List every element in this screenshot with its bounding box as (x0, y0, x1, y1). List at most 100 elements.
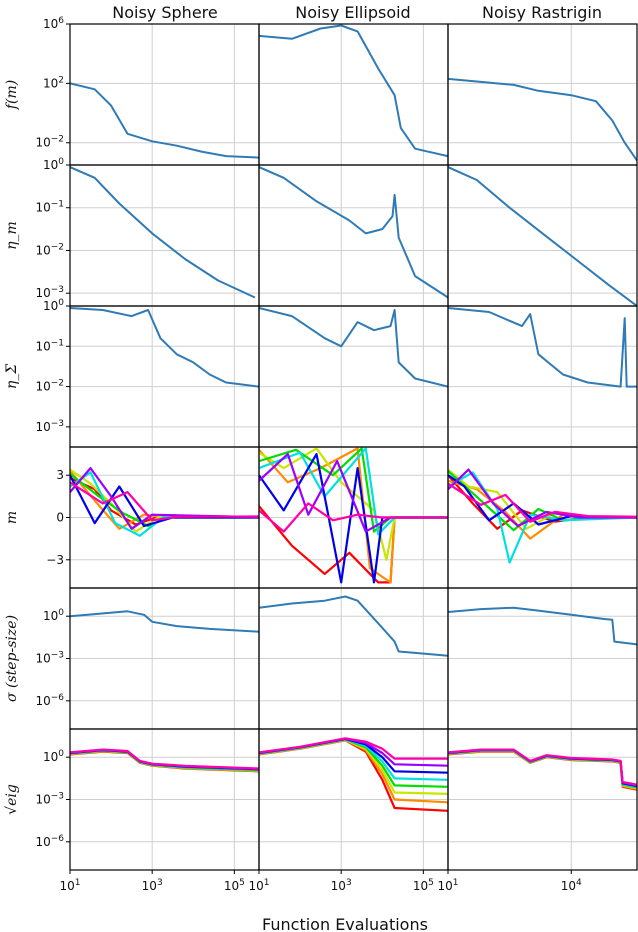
panel-grid: f(m)10−2102106η_m10−310−210−1100η_Σ10−31… (4, 16, 638, 893)
panel-frame (258, 23, 449, 166)
series-line-7 (70, 748, 259, 770)
series-line-0 (448, 77, 637, 162)
panel-frame (447, 23, 638, 166)
panel-eta_s-0: 10−3 10−2 10−1 100 (35, 298, 260, 448)
row-label-sigma: σ (step-size) (4, 615, 20, 702)
y-tick-label: 100 (43, 298, 64, 313)
panel-eig-1: 101 103 105 (248, 728, 449, 893)
panel-frame (69, 164, 260, 307)
y-tick-label: 10−3 (35, 285, 64, 300)
y-tick-label: 3 (56, 468, 64, 482)
series-line-0 (70, 610, 259, 633)
series-line-2 (259, 447, 448, 561)
row-label-eig: √eig (4, 784, 20, 815)
series-group (259, 447, 448, 584)
row-label-eta_m: η_m (4, 221, 20, 250)
panel-eig-2: 101 104 (437, 728, 638, 893)
y-tick-label: 10−6 (35, 693, 64, 708)
row-eta_s: η_Σ 10−3 10−2 10−1 100 (4, 298, 638, 448)
series-line-7 (70, 481, 259, 522)
y-tick-label: 100 (43, 608, 64, 623)
y-tick-label: 10−1 (35, 200, 64, 215)
panel-frame (258, 164, 449, 307)
row-label-m: m (4, 511, 20, 524)
series-group (448, 468, 637, 564)
series-group (259, 595, 448, 657)
panel-eta_s-1 (258, 305, 449, 448)
panel-frame (447, 305, 638, 448)
x-tick-label: 105 (224, 878, 245, 893)
panel-m-0: −3 0 3 (46, 446, 260, 589)
y-tick-label: 102 (43, 75, 64, 90)
x-tick-label: 103 (142, 878, 163, 893)
y-tick-label: 10−3 (35, 651, 64, 666)
series-group (70, 82, 259, 159)
panel-sigma-0: 10−6 10−3 100 (35, 587, 260, 730)
y-tick-label: 106 (43, 16, 64, 31)
series-line-0 (259, 24, 448, 158)
y-tick-label: 100 (43, 749, 64, 764)
series-group (70, 166, 256, 299)
series-group (70, 307, 259, 388)
series-line-0 (259, 595, 448, 657)
series-line-0 (70, 82, 259, 159)
series-line-0 (448, 166, 637, 306)
row-sigma: σ (step-size) 10−6 10−3 100 (4, 587, 638, 730)
column-titles: Noisy Sphere Noisy Ellipsoid Noisy Rastr… (112, 3, 602, 22)
series-line-4 (448, 471, 637, 564)
series-line-7 (259, 502, 448, 533)
series-line-7 (448, 482, 637, 523)
y-tick-label: 10−2 (35, 135, 64, 150)
series-group (259, 24, 448, 158)
panel-eta_m-2 (447, 164, 638, 307)
series-group (448, 606, 637, 646)
y-tick-label: 10−3 (35, 792, 64, 807)
y-tick-label: 10−2 (35, 242, 64, 257)
column-title-ellipsoid: Noisy Ellipsoid (295, 3, 410, 22)
panel-sigma-2 (447, 587, 638, 730)
x-tick-label: 104 (561, 878, 582, 893)
series-line-7 (448, 748, 637, 786)
y-tick-label: 10−1 (35, 338, 64, 353)
panel-eig-0: 10−6 10−3 100 101 103 105 (35, 728, 260, 893)
panel-frame (69, 305, 260, 448)
x-tick-label: 101 (437, 878, 458, 893)
x-tick-label: 101 (248, 878, 269, 893)
panel-m-2 (447, 446, 638, 589)
series-group (448, 748, 637, 791)
series-group (70, 467, 259, 537)
row-eta_m: η_m 10−3 10−2 10−1 100 (4, 157, 638, 307)
y-tick-label: −3 (46, 553, 64, 567)
series-group (259, 737, 448, 812)
panel-eta_m-1 (258, 164, 449, 307)
row-label-f: f(m) (4, 80, 20, 110)
panel-sigma-1 (258, 587, 449, 730)
series-line-7 (259, 737, 448, 760)
series-line-0 (259, 307, 448, 388)
panel-f-2 (447, 23, 638, 166)
series-group (448, 77, 637, 162)
y-tick-label: 0 (56, 511, 64, 525)
column-title-rastrigin: Noisy Rastrigin (482, 3, 602, 22)
series-line-6 (70, 467, 259, 530)
x-axis-title: Function Evaluations (262, 915, 428, 932)
series-line-0 (448, 307, 637, 388)
x-tick-label: 101 (59, 878, 80, 893)
panel-eta_s-2 (447, 305, 638, 448)
series-line-0 (259, 166, 448, 299)
row-f: f(m) 10−2 102 106 (4, 16, 638, 166)
series-group (448, 307, 637, 388)
series-line-6 (448, 468, 637, 528)
series-line-0 (70, 307, 259, 388)
panel-f-0: 10−2 102 106 (35, 16, 260, 166)
series-group (70, 748, 259, 773)
series-group (259, 166, 448, 299)
y-tick-label: 100 (43, 157, 64, 172)
x-tick-label: 105 (413, 878, 434, 893)
series-line-5 (259, 453, 448, 584)
y-tick-label: 10−3 (35, 419, 64, 434)
series-group (259, 307, 448, 388)
y-tick-label: 10−2 (35, 379, 64, 394)
series-line-0 (70, 166, 256, 299)
